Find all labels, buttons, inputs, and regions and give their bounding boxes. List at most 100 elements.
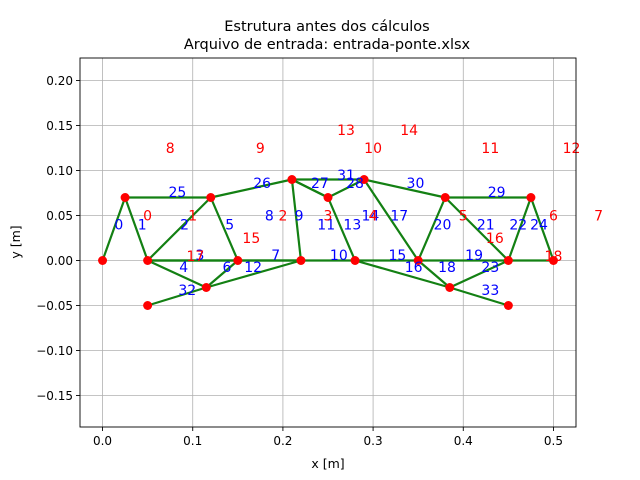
member-label: 14 [361, 209, 379, 225]
truss-member [146, 196, 212, 262]
member-label: 6 [223, 260, 232, 276]
member-label: 27 [311, 176, 329, 192]
member-label: 25 [168, 185, 186, 201]
truss-member [290, 178, 330, 199]
node-label: 6 [549, 209, 558, 225]
member-label: 18 [438, 260, 456, 276]
member-label: 9 [295, 209, 304, 225]
y-tick-label: 0.05 [46, 209, 73, 223]
truss-node [143, 256, 153, 265]
node-label: 0 [143, 209, 152, 225]
y-tick-label: 0.20 [46, 74, 73, 88]
y-axis-label: y [m] [8, 225, 23, 258]
member-label: 26 [253, 176, 271, 192]
node-label: 7 [594, 209, 603, 225]
member-label: 4 [179, 260, 188, 276]
member-label: 15 [389, 248, 407, 264]
node-label: 15 [242, 231, 260, 247]
truss-member [146, 286, 208, 307]
truss-node [323, 193, 333, 202]
member-label: 16 [405, 260, 423, 276]
member-label: 23 [481, 260, 499, 276]
x-tick-label: 0.2 [273, 434, 292, 448]
grid-lines [80, 58, 576, 427]
x-tick-label: 0.4 [454, 434, 473, 448]
truss-nodes [98, 175, 558, 310]
truss-node [296, 256, 306, 265]
truss-node [413, 256, 423, 265]
member-label: 20 [434, 218, 452, 234]
member-label: 28 [346, 176, 364, 192]
truss-node [503, 301, 513, 310]
truss-members [101, 178, 555, 307]
x-tick-label: 0.5 [544, 434, 563, 448]
truss-member [529, 196, 555, 262]
truss-node [440, 193, 450, 202]
member-label: 7 [271, 248, 280, 264]
y-tick-label: −0.05 [36, 299, 73, 313]
truss-member [417, 259, 451, 289]
node-label: 8 [166, 141, 175, 157]
member-label: 0 [114, 218, 123, 234]
chart-title: Estrutura antes dos cálculos [224, 19, 429, 35]
member-label: 32 [178, 283, 196, 299]
node-label: 12 [563, 141, 581, 157]
node-label: 4 [369, 209, 378, 225]
x-tick-label: 0.0 [93, 434, 112, 448]
truss-member [362, 178, 447, 199]
member-label: 24 [530, 218, 548, 234]
truss-node [143, 301, 153, 310]
member-label: 29 [488, 185, 506, 201]
member-label: 12 [244, 260, 262, 276]
node-label: 10 [364, 141, 382, 157]
truss-node [233, 256, 243, 265]
member-label: 21 [477, 218, 495, 234]
node-label: 18 [545, 249, 563, 265]
member-label: 19 [465, 248, 483, 264]
y-tick-label: 0.15 [46, 119, 73, 133]
y-tick-label: 0.00 [46, 254, 73, 268]
node-label: 17 [187, 249, 205, 265]
member-label: 8 [265, 209, 274, 225]
truss-member [146, 259, 208, 289]
truss-member [205, 259, 239, 289]
node-label: 3 [324, 209, 333, 225]
truss-node [98, 256, 108, 265]
member-label: 11 [317, 218, 335, 234]
member-label: 17 [390, 209, 408, 225]
member-label: 1 [138, 218, 147, 234]
truss-node [120, 193, 130, 202]
truss-member [326, 178, 366, 199]
truss-member [353, 259, 451, 289]
truss-node [287, 175, 297, 184]
member-label: 2 [180, 218, 189, 234]
y-tick-label: −0.15 [36, 389, 73, 403]
truss-node [206, 193, 216, 202]
truss-member [209, 196, 239, 262]
truss-member [101, 196, 127, 262]
x-tick-label: 0.3 [364, 434, 383, 448]
y-tick-label: −0.10 [36, 344, 73, 358]
truss-member [417, 196, 447, 262]
node-label: 16 [486, 231, 504, 247]
member-label: 5 [225, 218, 234, 234]
member-label: 22 [509, 218, 527, 234]
member-label: 3 [195, 248, 204, 264]
truss-node [526, 193, 536, 202]
node-label: 1 [188, 209, 197, 225]
member-label: 10 [330, 248, 348, 264]
truss-member [448, 286, 510, 307]
truss-node [201, 283, 211, 292]
member-label: 33 [481, 283, 499, 299]
node-label: 11 [481, 141, 499, 157]
truss-member [123, 196, 149, 262]
member-label: 31 [337, 168, 355, 184]
truss-member [209, 178, 294, 199]
truss-member [444, 196, 510, 262]
node-label: 5 [459, 209, 468, 225]
node-label: 2 [278, 209, 287, 225]
y-tick-label: 0.10 [46, 164, 73, 178]
truss-member [507, 196, 533, 262]
